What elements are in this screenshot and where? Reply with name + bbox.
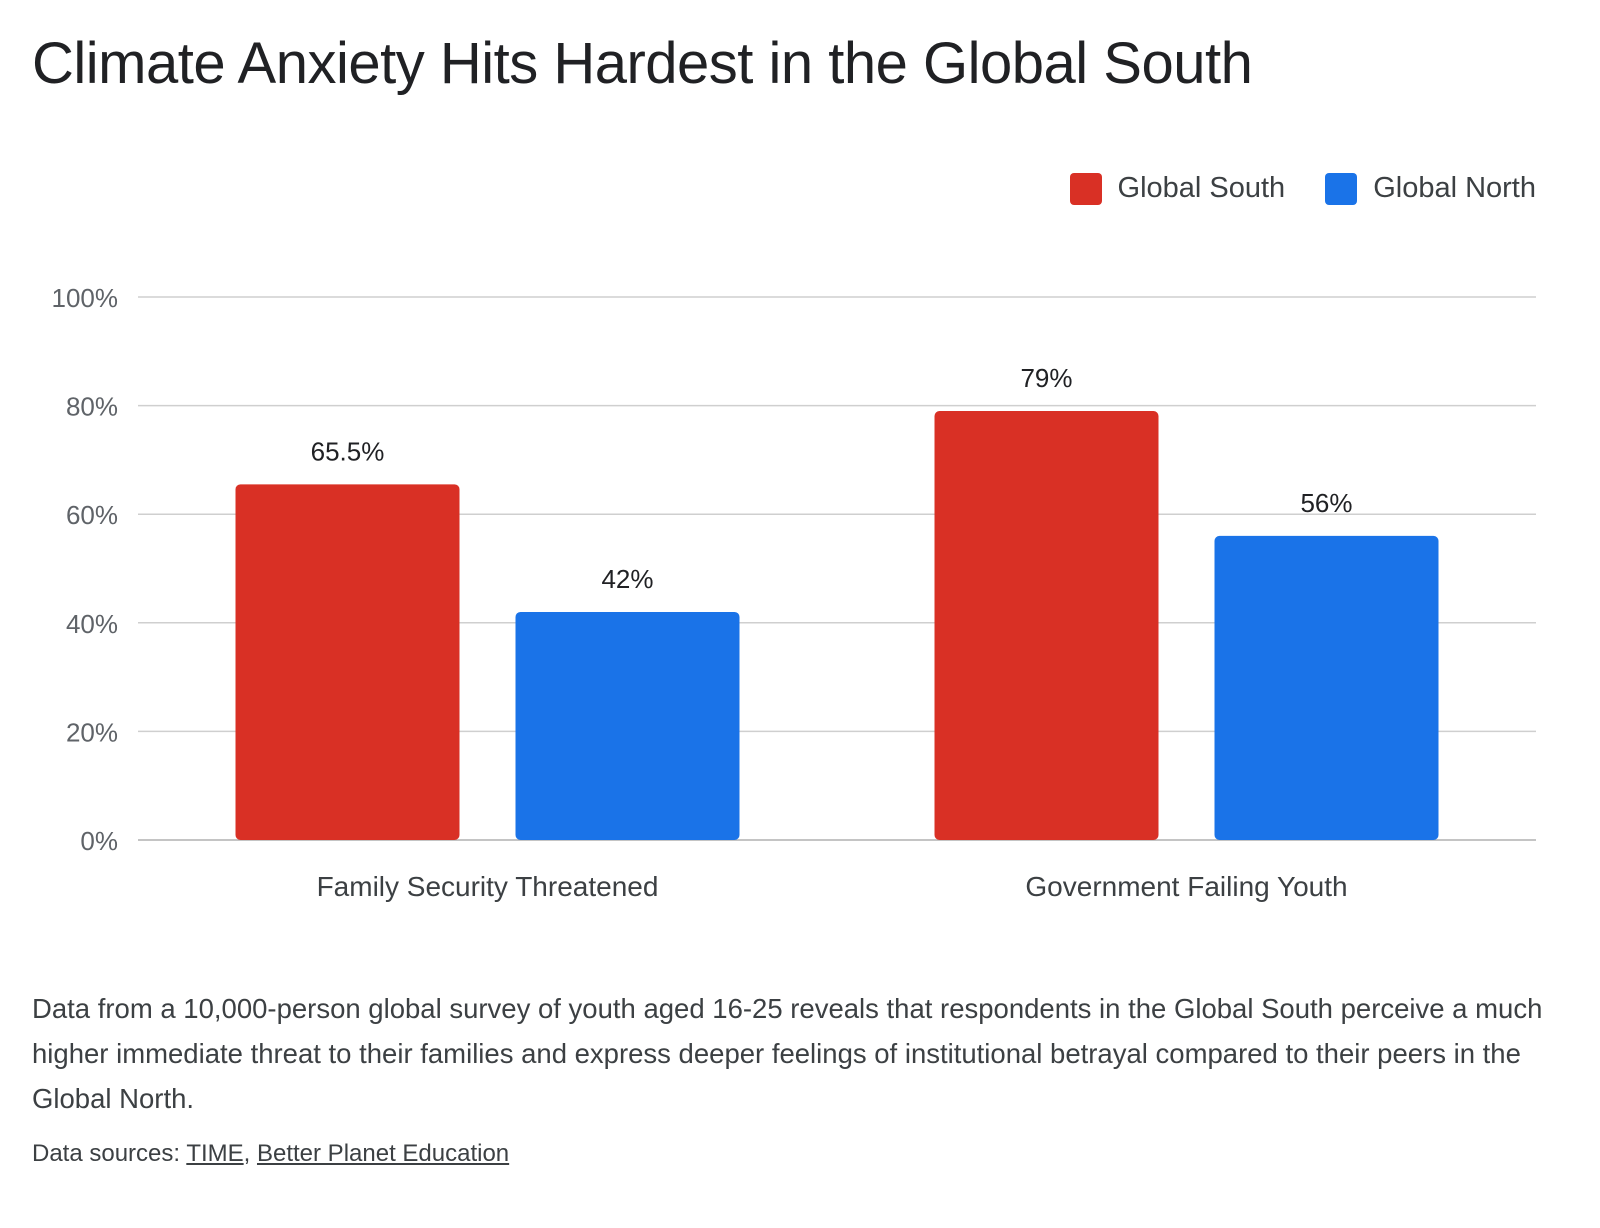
bar-chart: 0% 20% 40% 60% 80% 100% 65.5% 42% Family Securit… bbox=[52, 283, 1536, 902]
legend-item-global-south[interactable]: Global South bbox=[1069, 172, 1286, 205]
y-tick-label: 80% bbox=[66, 392, 118, 422]
data-label: 79% bbox=[1020, 363, 1072, 393]
y-tick-label: 0% bbox=[80, 826, 118, 856]
data-label: 65.5% bbox=[311, 436, 385, 466]
legend-swatch-global-north bbox=[1325, 172, 1358, 205]
bar bbox=[515, 611, 740, 840]
sources-separator: , bbox=[243, 1140, 257, 1167]
data-label: 42% bbox=[601, 564, 653, 594]
bar bbox=[934, 411, 1159, 840]
y-tick-label: 100% bbox=[52, 283, 119, 313]
chart-title: Climate Anxiety Hits Hardest in the Glob… bbox=[32, 31, 1253, 96]
data-sources: Data sources: TIME, Better Planet Educat… bbox=[32, 1140, 509, 1168]
bar bbox=[1214, 535, 1439, 840]
source-link-better-planet-education[interactable]: Better Planet Education bbox=[256, 1140, 510, 1167]
bar bbox=[235, 484, 460, 840]
y-tick-label: 60% bbox=[66, 500, 118, 530]
x-tick-label: Government Failing Youth bbox=[1025, 871, 1347, 902]
data-label: 56% bbox=[1300, 488, 1352, 518]
sources-label: Data sources: bbox=[32, 1140, 187, 1167]
legend-item-global-north[interactable]: Global North bbox=[1325, 172, 1536, 205]
legend-label-global-north: Global North bbox=[1373, 172, 1536, 204]
legend-label-global-south: Global South bbox=[1117, 172, 1286, 204]
chart-description: Data from a 10,000-person global survey … bbox=[32, 993, 1543, 1114]
y-tick-label: 20% bbox=[66, 717, 118, 747]
x-tick-label: Family Security Threatened bbox=[317, 871, 659, 902]
source-link-time[interactable]: TIME bbox=[186, 1140, 244, 1167]
chart-legend: Global South Global North bbox=[1069, 172, 1536, 205]
legend-swatch-global-south bbox=[1069, 172, 1102, 205]
y-tick-label: 40% bbox=[66, 609, 118, 639]
